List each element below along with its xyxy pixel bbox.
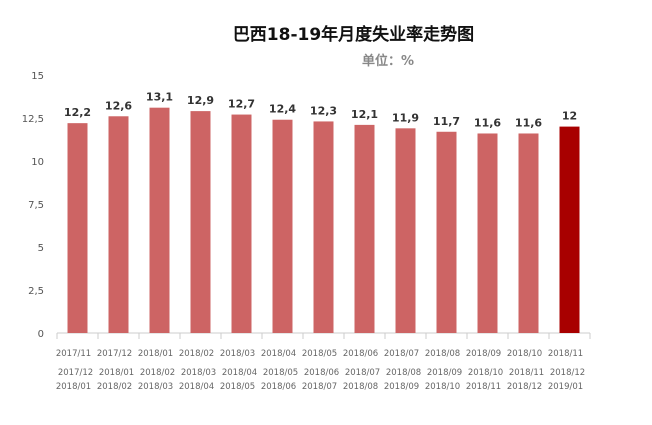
x-tick-label: 2018/01 — [138, 349, 173, 359]
bar — [108, 116, 129, 333]
x-tick-label: 2018/04 — [222, 368, 257, 378]
x-tick-label: 2019/01 — [548, 382, 583, 392]
bar — [149, 107, 170, 334]
y-tick-label: 15 — [31, 71, 44, 82]
x-tick-label: 2018/01 — [56, 382, 91, 392]
bar — [67, 123, 88, 333]
x-tick-label: 2018/12 — [507, 382, 542, 392]
x-tick-label: 2018/03 — [138, 382, 173, 392]
x-tick-label: 2018/08 — [425, 349, 460, 359]
unit-label: 单位：% — [362, 54, 415, 69]
x-tick-label: 2018/08 — [386, 368, 421, 378]
x-tick-label: 2018/04 — [261, 349, 296, 359]
x-tick-label: 2018/03 — [220, 349, 255, 359]
x-tick-label: 2017/11 — [56, 349, 91, 359]
bar — [313, 121, 334, 333]
x-tick-label: 2018/11 — [509, 368, 544, 378]
x-tick-label: 2018/02 — [179, 349, 214, 359]
x-tick-label: 2018/06 — [343, 349, 378, 359]
bar — [190, 111, 211, 334]
bar — [395, 128, 416, 333]
bar — [518, 133, 539, 333]
data-label: 11,6 — [515, 116, 542, 129]
data-label: 12,9 — [187, 94, 214, 107]
data-label: 12 — [562, 110, 577, 123]
data-label: 12,2 — [64, 106, 91, 119]
y-tick-label: 5 — [38, 243, 44, 254]
x-tick-label: 2018/07 — [384, 349, 419, 359]
x-tick-label: 2018/09 — [384, 382, 419, 392]
chart-title: 巴西18-19年月度失业率走势图 — [232, 25, 475, 45]
y-tick-label: 10 — [31, 157, 44, 168]
x-tick-label: 2018/08 — [343, 382, 378, 392]
bar — [559, 126, 580, 333]
bar — [354, 124, 375, 333]
y-tick-label: 2,5 — [28, 286, 44, 297]
x-tick-label: 2018/10 — [507, 349, 542, 359]
y-tick-label: 7,5 — [28, 200, 44, 211]
data-label: 11,9 — [392, 111, 419, 124]
x-tick-label: 2018/12 — [550, 368, 585, 378]
x-tick-label: 2017/12 — [97, 349, 132, 359]
x-tick-label: 2018/01 — [99, 368, 134, 378]
x-tick-label: 2018/07 — [302, 382, 337, 392]
x-tick-label: 2018/10 — [468, 368, 503, 378]
bar — [272, 119, 293, 333]
x-tick-label: 2018/07 — [345, 368, 380, 378]
data-label: 11,6 — [474, 116, 501, 129]
x-tick-label: 2018/06 — [304, 368, 339, 378]
bar — [231, 114, 252, 333]
data-label: 12,4 — [269, 103, 296, 116]
x-tick-label: 2018/05 — [302, 349, 337, 359]
data-label: 12,1 — [351, 108, 378, 121]
x-tick-label: 2018/05 — [220, 382, 255, 392]
x-tick-label: 2018/09 — [427, 368, 462, 378]
x-tick-label: 2018/06 — [261, 382, 296, 392]
bar — [477, 133, 498, 333]
x-tick-label: 2018/10 — [425, 382, 460, 392]
x-tick-label: 2018/11 — [548, 349, 583, 359]
data-label: 13,1 — [146, 91, 173, 104]
x-tick-label: 2018/11 — [466, 382, 501, 392]
y-tick-label: 12,5 — [22, 114, 44, 125]
x-tick-label: 2018/03 — [181, 368, 216, 378]
x-tick-label: 2018/02 — [140, 368, 175, 378]
x-tick-label: 2017/12 — [58, 368, 93, 378]
data-label: 12,7 — [228, 98, 255, 111]
x-tick-label: 2018/04 — [179, 382, 214, 392]
data-label: 12,3 — [310, 104, 337, 117]
x-tick-label: 2018/02 — [97, 382, 132, 392]
y-tick-label: 0 — [38, 329, 44, 340]
data-label: 12,6 — [105, 99, 132, 112]
bar — [436, 131, 457, 333]
x-tick-label: 2018/09 — [466, 349, 501, 359]
data-label: 11,7 — [433, 115, 460, 128]
x-tick-label: 2018/05 — [263, 368, 298, 378]
